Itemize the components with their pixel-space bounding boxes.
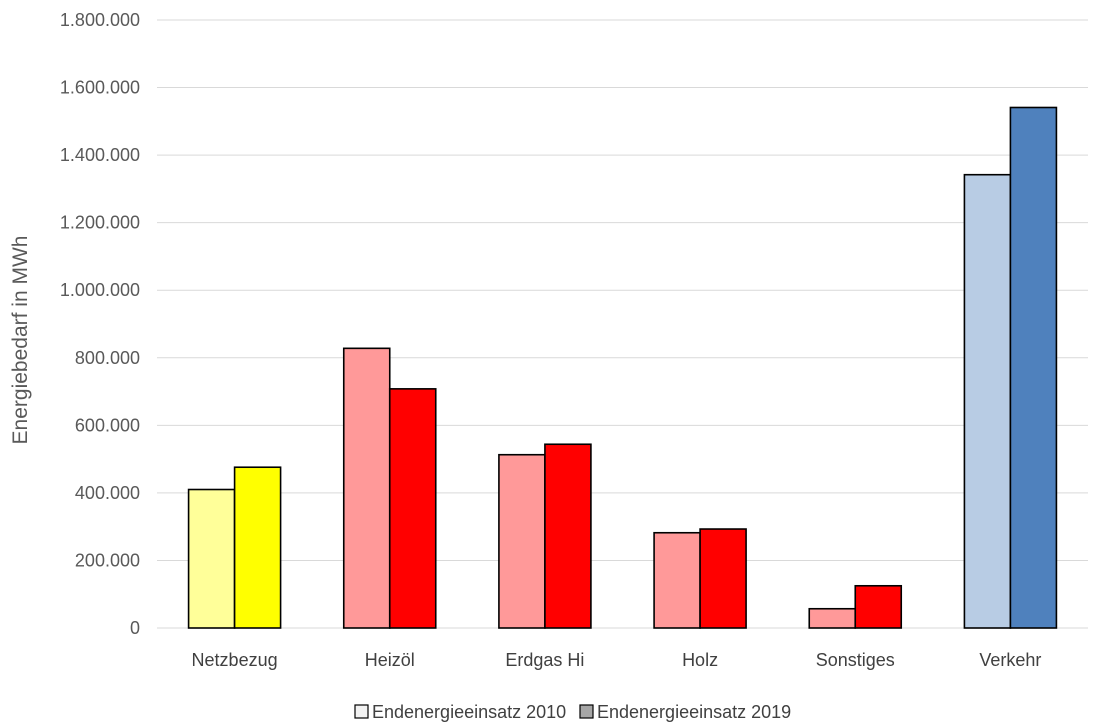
bar-verkehr-2019 bbox=[1009, 106, 1058, 629]
x-category-label: Verkehr bbox=[979, 650, 1041, 670]
x-category-label: Erdgas Hi bbox=[505, 650, 584, 670]
bar-sonstiges-2019 bbox=[854, 584, 903, 629]
bar-sonstiges-2010 bbox=[808, 607, 857, 629]
y-tick-label: 1.000.000 bbox=[60, 280, 140, 300]
gridlines bbox=[157, 19, 1088, 629]
legend-swatch-2010 bbox=[354, 704, 369, 719]
y-tick-label: 1.600.000 bbox=[60, 78, 140, 98]
y-axis-title: Energiebedarf in MWh bbox=[9, 236, 32, 445]
legend-label-2019: Endenergieeinsatz 2019 bbox=[597, 702, 791, 722]
y-tick-label: 1.800.000 bbox=[60, 10, 140, 30]
y-tick-label: 1.200.000 bbox=[60, 213, 140, 233]
y-tick-label: 1.400.000 bbox=[60, 145, 140, 165]
y-tick-label: 800.000 bbox=[75, 348, 140, 368]
legend-swatch-2019 bbox=[579, 704, 594, 719]
x-axis-categories: Netzbezug Heizöl Erdgas Hi Holz Sonstiges Ver… bbox=[192, 650, 1042, 670]
y-axis-ticks: 0 200.000 400.000 600.000 800.000 1.000.000 1.… bbox=[60, 10, 140, 638]
x-category-label: Netzbezug bbox=[192, 650, 278, 670]
y-tick-label: 0 bbox=[130, 618, 140, 638]
bar-erdgas-hi-2019 bbox=[544, 443, 592, 629]
bar-erdgas-hi-2010 bbox=[498, 453, 546, 629]
bar-netzbezug-2019 bbox=[233, 466, 282, 629]
x-category-label: Heizöl bbox=[365, 650, 415, 670]
legend-label-2010: Endenergieeinsatz 2010 bbox=[372, 702, 566, 722]
bar-verkehr-2010 bbox=[963, 173, 1012, 629]
bar-heiz-l-2019 bbox=[388, 388, 437, 629]
bar-heiz-l-2010 bbox=[342, 347, 391, 629]
legend: Endenergieeinsatz 2010 Endenergieeinsatz… bbox=[354, 702, 791, 722]
x-category-label: Holz bbox=[682, 650, 718, 670]
x-category-label: Sonstiges bbox=[816, 650, 895, 670]
y-tick-label: 600.000 bbox=[75, 415, 140, 435]
bar-holz-2019 bbox=[699, 528, 747, 629]
bar-netzbezug-2010 bbox=[187, 488, 236, 629]
y-tick-label: 400.000 bbox=[75, 483, 140, 503]
y-tick-label: 200.000 bbox=[75, 550, 140, 570]
bars bbox=[187, 106, 1058, 629]
bar-holz-2010 bbox=[653, 531, 701, 629]
